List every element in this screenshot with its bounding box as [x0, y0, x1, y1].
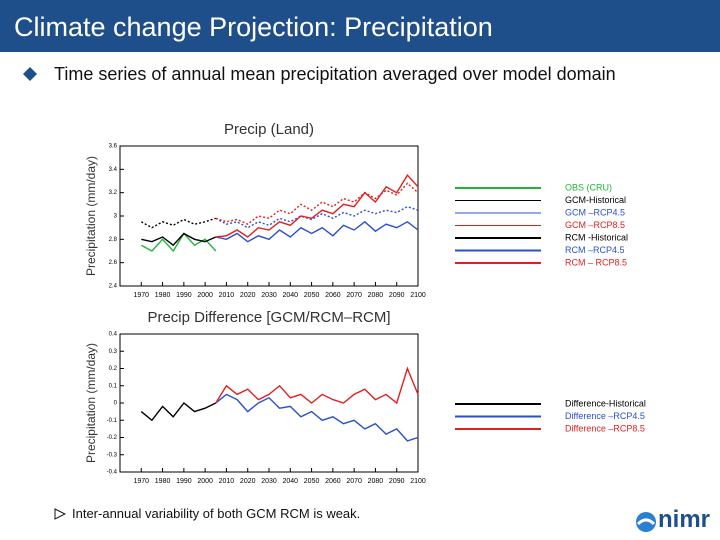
series-line: [215, 366, 419, 405]
y-tick-label: -0.4: [107, 470, 118, 476]
x-tick-label: 1990: [176, 292, 192, 299]
x-tick-label: 2020: [240, 478, 256, 485]
y-tick-label: 2.8: [109, 237, 118, 243]
x-tick-label: 2010: [219, 478, 235, 485]
series-line: [215, 205, 419, 229]
x-tick-label: 2020: [240, 292, 256, 299]
logo-text: nimr: [658, 506, 711, 533]
x-tick-label: 2030: [261, 292, 277, 299]
note-text: Inter-annual variability of both GCM RCM…: [72, 506, 361, 521]
x-tick-label: 2070: [346, 478, 362, 485]
x-tick-label: 2030: [261, 478, 277, 485]
x-tick-label: 2040: [282, 478, 298, 485]
y-tick-label: 2.6: [109, 260, 118, 266]
legend-label: Difference –RCP4.5: [565, 411, 645, 421]
legend-label: Difference-Historical: [565, 398, 646, 408]
charts: Precip (Land) Precipitation (mm/day) 2.4 2.…: [84, 121, 646, 485]
series-line: [215, 182, 419, 226]
x-tick-label: 1970: [133, 292, 149, 299]
x-tick-label: 2080: [368, 478, 384, 485]
slide-title: Climate change Projection: Precipitation: [14, 12, 493, 42]
legend-label: RCM -Historical: [565, 232, 628, 242]
header-bar: Climate change Projection: Precipitation: [0, 0, 720, 52]
x-tick-label: 1990: [176, 478, 192, 485]
x-tick-label: 2070: [346, 292, 362, 299]
x-tick-label: 2100: [410, 292, 426, 299]
y-tick-label: 2.4: [109, 284, 118, 290]
y-tick-label: 0: [114, 401, 118, 407]
x-tick-label: 2010: [219, 292, 235, 299]
y-tick-label: 0.2: [109, 366, 118, 372]
x-tick-label: 2100: [410, 478, 426, 485]
y-tick-label: 0.1: [109, 383, 118, 389]
series-line: [140, 232, 217, 253]
x-tick-label: 2000: [197, 478, 213, 485]
x-tick-label: 2090: [389, 478, 405, 485]
series-line: [140, 217, 217, 229]
series-line: [215, 220, 419, 243]
x-tick-label: 2060: [325, 292, 341, 299]
legend-label: OBS (CRU): [565, 182, 612, 192]
x-tick-label: 2050: [304, 478, 320, 485]
x-tick-label: 1970: [133, 478, 149, 485]
plot-frame: [119, 333, 419, 473]
y-tick-label: 3: [114, 214, 118, 220]
series-line: [141, 232, 217, 247]
y-axis-label: Precipitation (mm/day): [84, 343, 98, 463]
x-tick-label: 2000: [197, 292, 213, 299]
x-tick-label: 1980: [155, 478, 171, 485]
x-tick-label: 2060: [325, 478, 341, 485]
y-tick-label: 3.6: [109, 144, 118, 150]
series-line: [215, 393, 419, 442]
legend-label: GCM –RCP4.5: [565, 207, 625, 217]
legend-label: GCM-Historical: [565, 195, 626, 205]
legend-label: Difference –RCP8.5: [565, 423, 645, 433]
y-tick-label: -0.3: [107, 452, 118, 458]
arrow-icon: [54, 508, 66, 520]
y-tick-label: -0.1: [107, 418, 118, 424]
plot-frame: [119, 145, 419, 287]
y-tick-label: 0.3: [109, 349, 118, 355]
y-tick-label: -0.2: [107, 435, 118, 441]
y-tick-label: 3.2: [109, 190, 118, 196]
y-axis-label: Precipitation (mm/day): [84, 156, 98, 276]
bullet-text: Time series of annual mean precipitation…: [54, 64, 616, 84]
x-tick-label: 1980: [155, 292, 171, 299]
x-tick-label: 2040: [282, 292, 298, 299]
series-line: [140, 402, 217, 422]
chart-title: Precip (Land): [224, 121, 314, 138]
y-tick-label: 3.4: [109, 167, 118, 173]
x-tick-label: 2050: [304, 292, 320, 299]
logo-icon: [636, 512, 656, 532]
legend-label: RCM – RCP8.5: [565, 257, 627, 267]
legend-label: GCM –RCP8.5: [565, 220, 625, 230]
bullet-icon: [23, 67, 37, 81]
chart-title: Precip Difference [GCM/RCM–RCM]: [147, 309, 390, 326]
series-line: [215, 174, 419, 238]
x-tick-label: 2080: [368, 292, 384, 299]
y-tick-label: 0.4: [109, 332, 118, 338]
legend-label: RCM –RCP4.5: [565, 245, 625, 255]
x-tick-label: 2090: [389, 292, 405, 299]
